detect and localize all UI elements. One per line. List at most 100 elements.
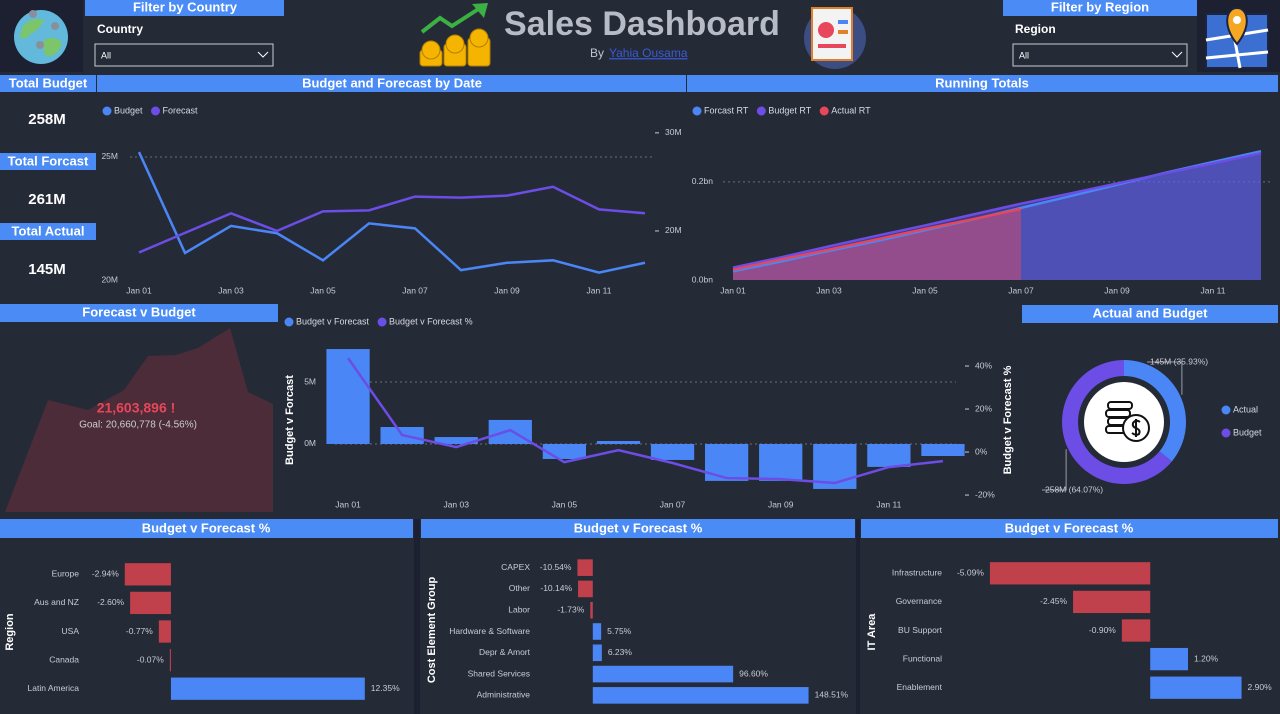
bar <box>326 349 370 444</box>
panel-gap <box>414 519 420 714</box>
legend-marker <box>692 106 702 116</box>
kpi-value: 261M <box>28 191 66 208</box>
legend-marker <box>377 317 387 327</box>
data-label: 258M (64.07%) <box>1045 484 1103 494</box>
data-label: -0.90% <box>1089 625 1116 635</box>
category-label: Canada <box>49 654 79 664</box>
x-tick-label: Jan 11 <box>1201 285 1226 295</box>
x-tick-label: Jan 09 <box>494 285 520 295</box>
dropdown-chevron <box>257 51 269 58</box>
category-label: Hardware & Software <box>449 626 530 636</box>
chart-title-bar <box>1022 305 1278 323</box>
bar <box>130 591 171 615</box>
y-tick-label: 5M <box>304 376 316 386</box>
coin-icon <box>1105 409 1131 418</box>
bar <box>592 623 602 640</box>
coin-icon <box>1131 419 1141 437</box>
bar <box>124 563 171 586</box>
chart-title: Budget and Forecast by Date <box>302 75 482 90</box>
y-tick-label: 0.2bn <box>692 176 714 186</box>
kpi-title: Total Budget <box>9 75 88 90</box>
author-link[interactable]: Yahia Ousama <box>609 46 688 60</box>
y-tick-label: 0% <box>975 446 988 456</box>
filter-title: Filter by Country <box>133 0 238 14</box>
coin-icon <box>1107 401 1133 410</box>
area <box>733 151 1261 280</box>
bar <box>577 559 593 576</box>
kpi-value: 145M <box>28 261 66 278</box>
area <box>733 208 1021 280</box>
legend-label: Budget <box>1233 427 1262 437</box>
data-label: -10.54% <box>540 562 572 572</box>
dropdown[interactable] <box>1012 43 1188 67</box>
category-label: CAPEX <box>501 562 530 572</box>
chart-title: Budget v Forecast % <box>142 520 271 535</box>
filter-title-bar <box>1003 0 1197 16</box>
bar <box>989 562 1151 585</box>
x-tick-label: Jan 01 <box>720 285 746 295</box>
y-tick-label: 20M <box>665 225 682 235</box>
x-tick-label: Jan 05 <box>912 285 938 295</box>
category-label: Latin America <box>28 683 80 693</box>
line <box>138 185 646 254</box>
category-label: Infrastructure <box>892 568 942 578</box>
bar <box>169 648 171 672</box>
category-label: Aus and NZ <box>34 597 79 607</box>
kpi-title-bar <box>0 223 96 240</box>
chart-title-bar <box>861 519 1278 538</box>
report-line <box>838 20 848 24</box>
kpi-title-bar <box>0 75 96 92</box>
legend-marker <box>819 106 829 116</box>
data-label: 6.23% <box>608 647 633 657</box>
bar <box>704 443 749 481</box>
globe-pin <box>36 41 44 49</box>
bar <box>867 443 911 467</box>
chart-title-bar <box>97 75 686 92</box>
globe-land <box>20 19 62 57</box>
kpi-value: 258M <box>28 111 66 128</box>
legend-marker <box>102 106 112 116</box>
growth-arrow <box>420 6 482 34</box>
bar <box>596 441 641 444</box>
x-tick-label: Jan 09 <box>768 499 794 509</box>
data-label: 96.60% <box>739 668 768 678</box>
bar <box>590 601 593 619</box>
bar <box>592 665 734 683</box>
legend-label: Actual <box>1233 404 1258 414</box>
x-tick-label: Jan 01 <box>335 499 361 509</box>
x-tick-label: Jan 11 <box>587 285 612 295</box>
coin <box>445 34 465 54</box>
data-label: -2.60% <box>97 597 124 607</box>
legend-marker <box>1221 405 1231 415</box>
bar <box>1073 590 1151 614</box>
kpi-trend-area <box>5 328 273 512</box>
dropdown-chevron <box>1171 51 1183 58</box>
bar <box>542 443 587 459</box>
filter-title: Filter by Region <box>1051 0 1149 14</box>
y-tick-label: 40% <box>975 360 992 370</box>
bar <box>592 687 809 704</box>
report-pie <box>818 22 834 38</box>
bar <box>650 443 695 460</box>
x-tick-label: Jan 03 <box>816 285 842 295</box>
bar <box>434 437 478 444</box>
y-tick-label: 20% <box>975 403 992 413</box>
area <box>733 153 1261 280</box>
category-label: Labor <box>508 604 530 614</box>
legend-label: Budget <box>114 105 143 115</box>
kpi-title-bar <box>0 304 278 322</box>
coin <box>469 28 489 48</box>
category-label: Enablement <box>897 682 943 692</box>
dropdown[interactable] <box>94 43 274 67</box>
x-tick-label: Jan 03 <box>218 285 244 295</box>
globe-pin <box>51 22 59 30</box>
bar <box>921 443 965 457</box>
legend-marker <box>151 106 161 116</box>
coin <box>421 40 441 60</box>
data-label: -1.73% <box>557 604 584 614</box>
legend-label: Budget v Forecast % <box>389 316 473 326</box>
report-line <box>838 30 848 34</box>
bar <box>1150 647 1189 671</box>
coins-icon <box>419 28 491 67</box>
